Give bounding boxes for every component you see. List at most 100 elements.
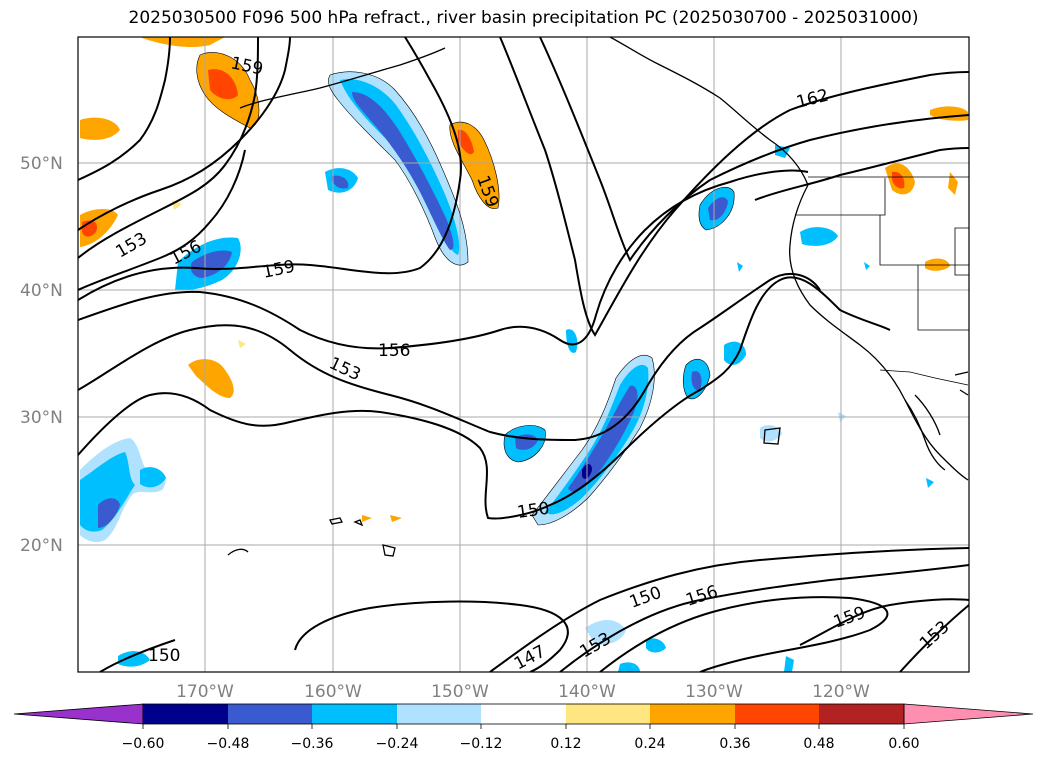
contour-south-150-w bbox=[99, 639, 176, 672]
negative-patch bbox=[646, 638, 666, 653]
negative-patch bbox=[737, 262, 743, 272]
colorbar-segment bbox=[481, 704, 566, 724]
colorbar-segment bbox=[312, 704, 397, 724]
colorbar-frame bbox=[142, 703, 905, 725]
negative-patch bbox=[566, 329, 578, 353]
positive-patch bbox=[140, 37, 225, 48]
lat-label-50n: 50°N bbox=[20, 154, 63, 174]
colorbar-segment bbox=[397, 704, 481, 724]
colorbar-tick-label: −0.24 bbox=[376, 736, 419, 752]
colorbar-tick-label: −0.36 bbox=[291, 736, 334, 752]
island bbox=[353, 519, 364, 527]
positive-patch bbox=[238, 340, 246, 348]
colorbar-segment bbox=[735, 704, 819, 724]
colorbar-tick-label: 0.12 bbox=[550, 736, 581, 752]
island bbox=[382, 544, 396, 557]
negative-patch bbox=[926, 478, 934, 488]
positive-patch bbox=[390, 515, 402, 522]
positive-patch bbox=[208, 69, 238, 100]
contour-south-153-b bbox=[899, 604, 969, 672]
contour-south-159 bbox=[799, 598, 969, 646]
border-us-mexico bbox=[879, 369, 969, 386]
contour-156-east bbox=[754, 147, 969, 201]
coastline-west bbox=[789, 184, 969, 481]
negative-patch bbox=[691, 371, 702, 391]
lon-label-170w: 170°W bbox=[176, 682, 234, 702]
colorbar-segment bbox=[650, 704, 735, 724]
latitude-labels: 50°N 40°N 30°N 20°N bbox=[20, 154, 63, 556]
longitude-labels: 170°W 160°W 150°W 140°W 130°W 120°W bbox=[176, 682, 870, 702]
negative-patch bbox=[784, 656, 794, 672]
height-contours bbox=[78, 37, 969, 672]
positive-patch bbox=[948, 172, 958, 195]
negative-patch bbox=[352, 92, 454, 250]
coastline-mexico bbox=[954, 371, 969, 396]
contour-150 bbox=[78, 276, 891, 520]
contour-156 bbox=[78, 169, 809, 350]
positive-patch bbox=[362, 515, 372, 522]
colorbar-tick-label: −0.12 bbox=[460, 736, 503, 752]
lon-label-140w: 140°W bbox=[558, 682, 616, 702]
colorbar-segment bbox=[819, 704, 904, 724]
contour-156-north bbox=[78, 37, 259, 259]
negative-patch bbox=[618, 662, 640, 672]
colorbar-tick-label: −0.60 bbox=[122, 736, 165, 752]
lon-label-120w: 120°W bbox=[812, 682, 870, 702]
negative-patch bbox=[585, 620, 626, 645]
colorbar-extend-low bbox=[13, 703, 144, 725]
coastline-baja bbox=[904, 394, 946, 471]
negative-patch bbox=[332, 175, 349, 189]
negative-patch bbox=[864, 262, 870, 270]
contour-south-156 bbox=[599, 596, 889, 672]
colorbar-tick-label: −0.48 bbox=[207, 736, 250, 752]
map-frame bbox=[77, 36, 970, 673]
negative-patch bbox=[118, 651, 150, 667]
map-plot-area: 159 162 153 156 159 159 156 153 150 150 … bbox=[77, 36, 970, 673]
lon-label-150w: 150°W bbox=[431, 682, 489, 702]
negative-patch bbox=[800, 227, 838, 246]
island bbox=[763, 427, 781, 445]
contour-153-b bbox=[78, 37, 171, 181]
colorbar-segment bbox=[228, 704, 312, 724]
negative-patch bbox=[140, 467, 166, 488]
island bbox=[227, 548, 249, 556]
colorbar-tick-label: 0.36 bbox=[719, 736, 750, 752]
contour-153 bbox=[78, 272, 821, 442]
colorbar-tick-label: 0.24 bbox=[634, 736, 665, 752]
negative-patch bbox=[708, 197, 728, 221]
colorbar-tick-label: 0.48 bbox=[803, 736, 834, 752]
positive-patch bbox=[80, 208, 118, 247]
positive-patch bbox=[188, 359, 234, 398]
positive-patch bbox=[892, 171, 905, 189]
shading-outlines bbox=[196, 52, 735, 526]
lon-label-130w: 130°W bbox=[685, 682, 743, 702]
negative-patch bbox=[98, 498, 120, 528]
contour-label: 150 bbox=[148, 646, 180, 666]
contour-label: 150 bbox=[516, 499, 551, 523]
negative-patch bbox=[190, 250, 232, 278]
state-borders bbox=[795, 178, 969, 331]
contour-159 bbox=[78, 37, 462, 301]
negative-patch bbox=[568, 385, 638, 492]
colorbar-extend-high bbox=[903, 703, 1034, 725]
contour-153-north bbox=[78, 149, 246, 291]
colorbar-segment bbox=[566, 704, 650, 724]
positive-patch bbox=[80, 117, 120, 140]
contour-162 bbox=[499, 37, 969, 337]
negative-patch bbox=[760, 425, 782, 442]
colorbar-tick-label: 0.60 bbox=[888, 736, 919, 752]
island bbox=[329, 517, 343, 525]
lat-label-40n: 40°N bbox=[20, 281, 63, 301]
contour-south-147 bbox=[489, 547, 969, 672]
lat-label-20n: 20°N bbox=[20, 536, 63, 556]
negative-patch bbox=[80, 452, 135, 532]
contour-159-east bbox=[539, 37, 969, 262]
lon-label-160w: 160°W bbox=[304, 682, 362, 702]
lat-label-30n: 30°N bbox=[20, 408, 63, 428]
chart-title: 2025030500 F096 500 hPa refract., river … bbox=[128, 8, 919, 28]
contour-south-1 bbox=[294, 600, 569, 672]
positive-patch bbox=[458, 129, 474, 155]
contour-south-153 bbox=[559, 564, 969, 672]
contour-label: 156 bbox=[378, 341, 410, 361]
